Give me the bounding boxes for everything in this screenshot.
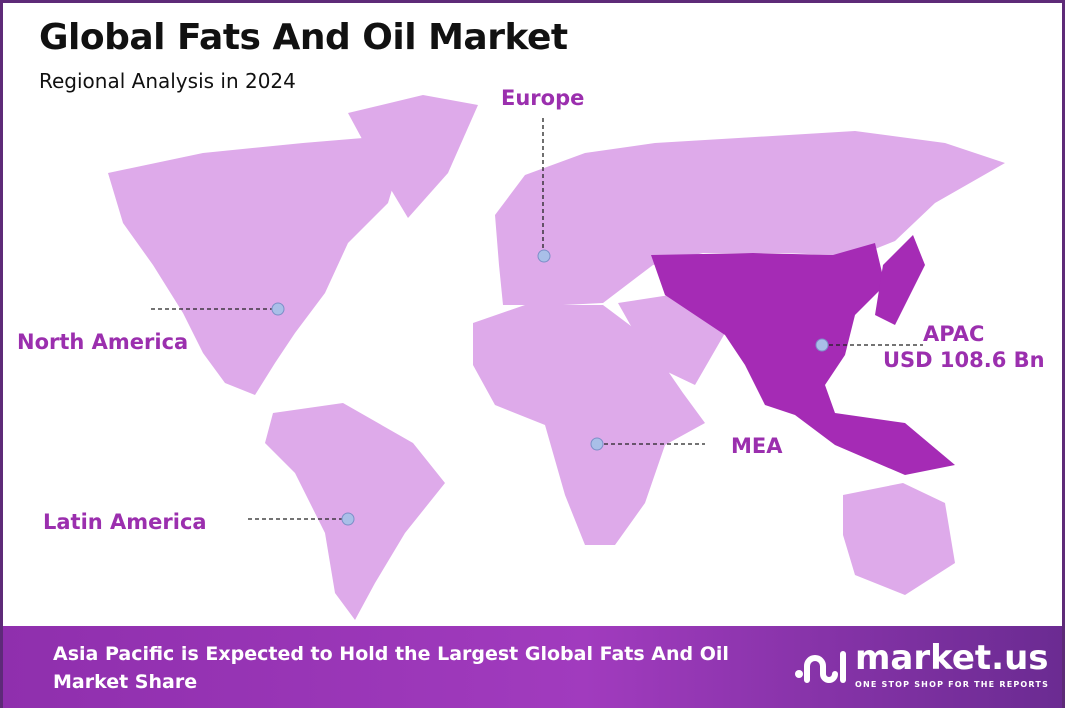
apac-marker[interactable] [815, 338, 829, 352]
market-us-logo: market.us ONE STOP SHOP FOR THE REPORTS [793, 638, 1049, 692]
page-subtitle: Regional Analysis in 2024 [39, 69, 296, 93]
world-map [108, 95, 1005, 620]
latin-america-shape [265, 403, 445, 620]
latin-america-marker[interactable] [341, 512, 355, 526]
greenland-shape [348, 95, 478, 218]
label-north-america: North America [17, 330, 189, 354]
footer-text: Asia Pacific is Expected to Hold the Lar… [53, 643, 729, 693]
logo-name: market.us [855, 638, 1049, 678]
label-mea: MEA [731, 434, 783, 458]
page-title: Global Fats And Oil Market [39, 17, 568, 58]
north-america-shape [108, 138, 403, 395]
logo-icon [795, 651, 846, 683]
label-apac-value: USD 108.6 Bn [883, 348, 1045, 372]
footer-banner: Asia Pacific is Expected to Hold the Lar… [3, 626, 1062, 708]
label-europe: Europe [501, 86, 585, 110]
north-america-marker[interactable] [271, 302, 285, 316]
europe-marker[interactable] [537, 249, 551, 263]
logo-tagline: ONE STOP SHOP FOR THE REPORTS [855, 680, 1050, 689]
label-apac: APAC [923, 322, 985, 346]
apac-shape [651, 243, 955, 475]
australia-shape [843, 483, 955, 595]
africa-shape [473, 305, 705, 545]
label-latin-america: Latin America [43, 510, 207, 534]
mea-marker[interactable] [590, 437, 604, 451]
europe-russia-shape [495, 131, 1005, 305]
japan-shape [875, 235, 925, 325]
